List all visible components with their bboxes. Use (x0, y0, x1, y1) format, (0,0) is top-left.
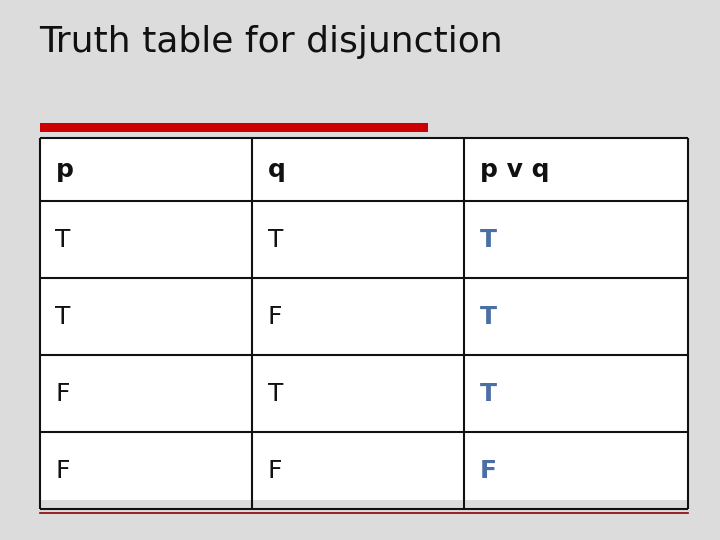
Text: F: F (480, 459, 498, 483)
Text: p v q: p v q (480, 158, 550, 181)
Text: T: T (268, 228, 283, 252)
Text: T: T (55, 228, 71, 252)
Text: p: p (55, 158, 73, 181)
Text: F: F (268, 459, 282, 483)
Text: Truth table for disjunction: Truth table for disjunction (40, 25, 503, 59)
Text: F: F (268, 305, 282, 329)
Text: T: T (268, 382, 283, 406)
Text: T: T (480, 382, 498, 406)
Bar (40, 123, 428, 132)
Bar (40, 138, 688, 500)
Text: T: T (480, 228, 498, 252)
Text: T: T (55, 305, 71, 329)
Text: q: q (268, 158, 286, 181)
Text: F: F (55, 382, 70, 406)
Text: T: T (480, 305, 498, 329)
Text: F: F (55, 459, 70, 483)
